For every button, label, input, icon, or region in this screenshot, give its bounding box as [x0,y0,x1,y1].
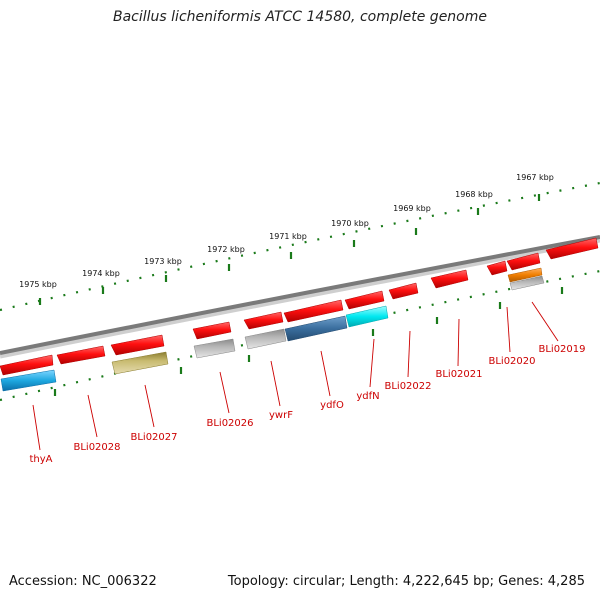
gene-arrow-BLi02021 [430,269,469,289]
scale-label-1971: 1971 kbp [269,232,307,241]
gene-label-ydfN: ydfN [356,391,379,402]
gene-label-BLi02028: BLi02028 [73,442,120,453]
gene-label-ywrF: ywrF [269,410,293,421]
feature-bars [0,267,545,392]
scale-line-top [0,181,600,312]
scale-label-1968: 1968 kbp [455,190,493,199]
feature-bar-thyA [0,369,57,392]
feature-bar-BLi02027 [111,351,169,375]
gene-arrow-BLi02022 [388,282,419,300]
genome-summary-text: Topology: circular; Length: 4,222,645 bp… [227,574,585,589]
gene-arrow-next [545,237,599,260]
scale-label-1967: 1967 kbp [516,173,554,182]
scale-label-1969: 1969 kbp [393,204,431,213]
gene-arrow-BLi02028 [56,345,106,365]
gene-label-BLi02026: BLi02026 [206,418,253,429]
gene-label-BLi02019: BLi02019 [538,344,585,355]
gene-label-BLi02022: BLi02022 [384,381,431,392]
gene-arrow-BLi02027 [110,334,165,356]
gene-arrow-ydfO [283,299,344,323]
genome-backbone [0,235,600,355]
accession-text: Accession: NC_006322 [9,574,157,589]
gene-arrow-BLi02020 [486,260,508,276]
feature-bar-BLi02019-grey [509,275,545,291]
feature-bar-ydfN [345,305,389,328]
scale-label-1973: 1973 kbp [144,257,182,266]
gene-label-BLi02020: BLi02020 [488,356,535,367]
scale-label-1970: 1970 kbp [331,219,369,228]
gene-label-BLi02027: BLi02027 [130,432,177,443]
gene-arrow-BLi02019 [506,252,541,271]
feature-bar-BLi02026 [193,338,236,359]
scale-ticks-bottom [53,287,564,396]
forward-genes [0,237,599,376]
gene-label-ydfO: ydfO [320,400,344,411]
scale-ticks [38,194,541,305]
feature-bar-ydfO [284,315,348,342]
feature-bar-ywrF [244,328,287,350]
genome-backbone-shadow [0,237,600,359]
gene-arrow-ydfN [344,290,385,310]
gene-arrow-thyA [0,354,54,376]
label-leaders [32,301,559,451]
scale-label-1972: 1972 kbp [207,245,245,254]
scale-label-1975: 1975 kbp [19,280,57,289]
gene-label-thyA: thyA [29,454,52,465]
gene-arrow-BLi02026 [192,321,232,340]
gene-label-BLi02021: BLi02021 [435,369,482,380]
genome-title: Bacillus licheniformis ATCC 14580, compl… [113,9,487,25]
scale-label-1974: 1974 kbp [82,269,120,278]
gene-arrow-ywrF [243,311,284,330]
feature-bar-BLi02019 [507,267,543,283]
